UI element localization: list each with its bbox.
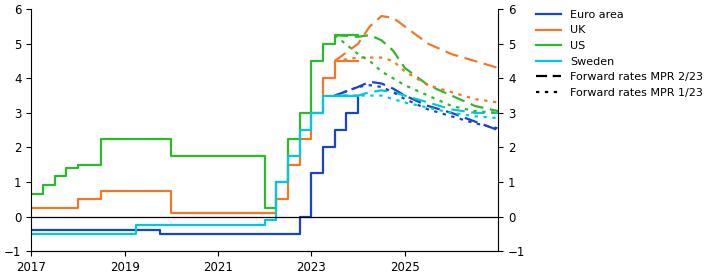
Legend: Euro area, UK, US, Sweden, Forward rates MPR 2/23, Forward rates MPR 1/23: Euro area, UK, US, Sweden, Forward rates… <box>536 10 703 98</box>
